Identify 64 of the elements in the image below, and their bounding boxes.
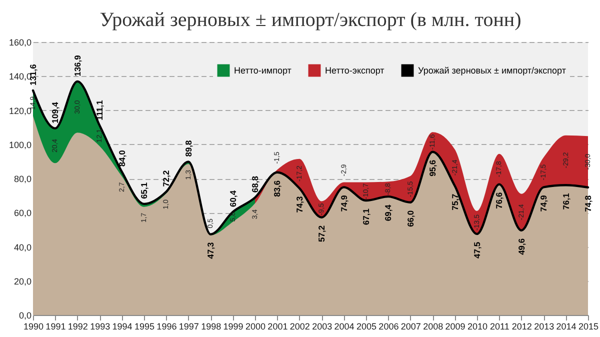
x-tick-label: 1991	[46, 322, 66, 332]
x-tick-label: 2008	[423, 322, 444, 332]
data-label: 95,6	[428, 160, 438, 176]
data-label: 76,1	[560, 192, 571, 210]
data-label: 68,8	[250, 176, 260, 193]
data-label: 84,0	[116, 150, 127, 167]
legend-label: Нетто-экспорт	[325, 66, 384, 76]
x-tick-label: 2000	[245, 322, 266, 332]
x-tick-label: 2012	[512, 322, 532, 332]
data-label: 49,6	[516, 238, 526, 255]
x-tick-label: 2007	[400, 322, 421, 332]
y-tick-label: 100,0	[8, 140, 32, 150]
x-tick-label: 1998	[201, 322, 222, 332]
y-tick-label: 120,0	[8, 106, 32, 116]
y-tick-label: 80,0	[14, 174, 32, 184]
data-label: 111,1	[94, 100, 105, 120]
legend-label: Урожай зерновых ± импорт/экспорт	[418, 66, 566, 76]
data-label: 65,1	[139, 182, 149, 199]
data-label: 136,9	[72, 54, 82, 76]
x-tick-label: 2009	[445, 322, 466, 332]
data-label: 47,3	[206, 242, 216, 259]
y-tick-label: 0,0	[18, 310, 32, 320]
data-label: 76,6	[494, 192, 504, 209]
x-tick-label: 2014	[556, 322, 576, 332]
chart-title: Урожай зерновых ± импорт/экспорт (в млн. тонн)	[100, 9, 522, 31]
y-tick-label: 160,0	[8, 38, 32, 48]
x-tick-label: 2005	[356, 322, 377, 332]
data-label: 74,9	[538, 194, 549, 212]
data-label: 75,7	[450, 194, 460, 210]
y-tick-label: 140,0	[8, 72, 32, 82]
x-tick-label: 2015	[578, 322, 599, 332]
x-tick-label: 2001	[268, 322, 288, 332]
x-tick-label: 1994	[112, 322, 132, 332]
x-tick-label: 2003	[312, 322, 332, 332]
y-tick-label: 60,0	[14, 208, 32, 218]
data-label: 60,4	[228, 190, 238, 207]
x-tick-label: 2013	[534, 322, 554, 332]
data-label: 57,2	[316, 225, 327, 242]
x-tick-label: 1993	[90, 322, 110, 332]
x-tick-label: 1995	[134, 322, 155, 332]
data-label: 83,6	[272, 180, 282, 197]
x-tick-label: 2004	[334, 322, 354, 332]
x-tick-label: 2011	[490, 322, 510, 332]
x-tick-label: 1992	[68, 322, 88, 332]
x-tick-label: 1997	[178, 322, 199, 332]
data-label: 89,8	[183, 140, 194, 157]
data-label: 67,1	[361, 208, 371, 226]
y-tick-label: 20,0	[14, 276, 32, 286]
x-tick-label: 2010	[467, 322, 488, 332]
y-tick-label: 40,0	[14, 242, 32, 252]
x-tick-label: 1999	[223, 322, 244, 332]
data-label: 72,2	[161, 170, 172, 187]
data-label: 66,0	[405, 210, 416, 227]
x-tick-label: 2006	[378, 322, 399, 332]
data-label: 74,9	[338, 194, 349, 212]
x-tick-label: 1996	[156, 322, 177, 332]
data-label: 109,4	[50, 102, 60, 124]
data-label: 69,4	[383, 204, 394, 222]
x-tick-label: 1990	[23, 322, 44, 332]
legend-label: Нетто-импорт	[234, 66, 292, 76]
data-label: 74,3	[294, 196, 304, 213]
x-tick-label: 2002	[290, 322, 310, 332]
data-label: 74,8	[583, 195, 593, 212]
data-label: 47,5	[472, 242, 482, 258]
